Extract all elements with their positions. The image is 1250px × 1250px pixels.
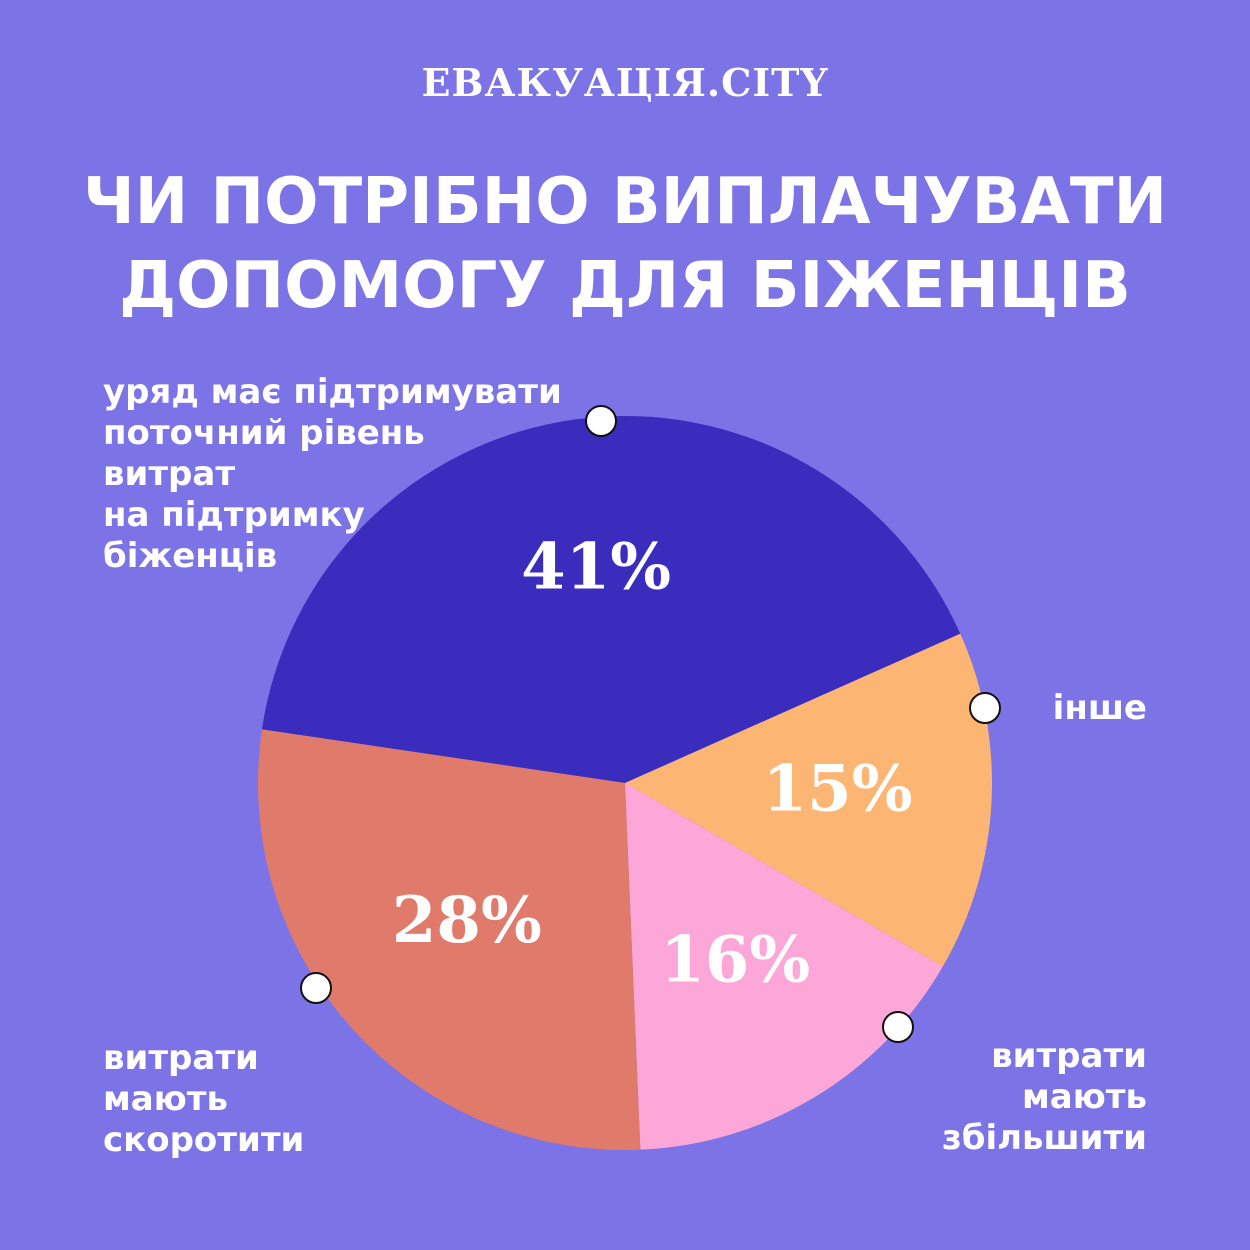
value-label: 41% [521, 530, 671, 605]
chart-title: ЧИ ПОТРІБНО ВИПЛАЧУВАТИ ДОПОМОГУ ДЛЯ БІЖ… [82, 165, 1168, 323]
value-label: 28% [392, 883, 542, 958]
marker-dot [585, 405, 617, 437]
slice-label: інше [1052, 688, 1147, 728]
slice-label: уряд має підтримувати поточний рівень ви… [103, 372, 562, 576]
brand: ЕВАКУАЦІЯ.CITY [421, 60, 829, 105]
value-label: 15% [763, 752, 913, 827]
marker-dot [300, 972, 332, 1004]
pie-slice [625, 633, 992, 967]
marker-dot [882, 1011, 914, 1043]
value-label: 16% [660, 923, 810, 998]
pie-slice [257, 729, 641, 1150]
pie-slice [261, 416, 961, 783]
slice-label: витрати мають скоротити [103, 1038, 305, 1160]
pie-slice [625, 783, 943, 1150]
slice-label: витрати мають збільшити [941, 1036, 1147, 1158]
marker-dot [969, 692, 1001, 724]
